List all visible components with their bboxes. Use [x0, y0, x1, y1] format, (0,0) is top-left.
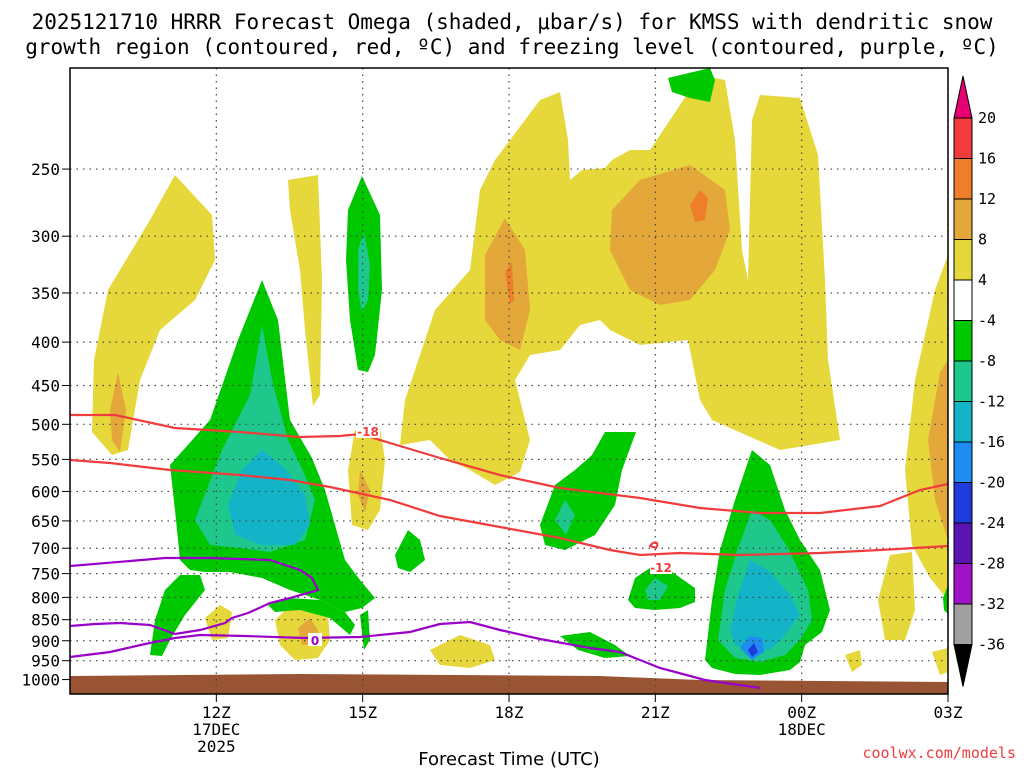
x-tick-label: 15Z — [348, 703, 377, 722]
y-tick-label: 500 — [31, 415, 60, 434]
omega-positive-region — [400, 75, 840, 485]
freezing-label-group: 0 — [308, 633, 322, 648]
omega-negative-region — [150, 575, 205, 656]
colorbar-segment — [953, 360, 973, 402]
colorbar-label: -32 — [978, 595, 1005, 613]
y-tick-label: 600 — [31, 482, 60, 501]
colorbar-segment — [953, 401, 973, 443]
x-axis-label: Forecast Time (UTC) — [418, 749, 599, 768]
colorbar-label: 20 — [978, 109, 996, 127]
x-tick-label: 17DEC — [192, 720, 240, 739]
x-tick-label: 00Z — [787, 703, 816, 722]
omega-negative-region — [358, 232, 370, 312]
omega-positive-region — [430, 635, 495, 668]
dgz-upper-label: -18 — [357, 425, 379, 439]
source-credit: coolwx.com/models — [862, 744, 1016, 762]
omega-negative-region — [645, 578, 668, 600]
freezing-level-label: 0 — [311, 634, 319, 648]
colorbar-label: -8 — [978, 352, 996, 370]
colorbar-segment — [953, 239, 973, 281]
y-tick-label: 850 — [31, 611, 60, 630]
y-tick-label: 250 — [31, 160, 60, 179]
omega-positive-region — [348, 428, 385, 530]
dgz-lower-label-group: -12 — [650, 561, 672, 575]
omega-positive-region — [878, 552, 915, 640]
omega-positive-region — [928, 360, 948, 540]
y-tick-label: 900 — [31, 632, 60, 651]
colorbar-label: -28 — [978, 555, 1005, 573]
chart-title-line-2: growth region (contoured, red, ºC) and f… — [25, 35, 999, 59]
chart-title-line-1: 2025121710 HRRR Forecast Omega (shaded, … — [32, 10, 993, 34]
colorbar-label: 16 — [978, 150, 996, 168]
y-tick-label: 750 — [31, 565, 60, 584]
colorbar-label: 4 — [978, 271, 987, 289]
y-tick-label: 700 — [31, 539, 60, 558]
colorbar-segment — [953, 482, 973, 524]
omega-negative-region — [228, 450, 310, 545]
omega-positive-region — [905, 255, 948, 600]
colorbar-segment — [953, 198, 973, 240]
y-axis-ticks: 250 300 350 400 450 500 550 600 650 700 750 800 850 9… — [21, 160, 70, 690]
omega-negative-region — [555, 500, 575, 535]
x-tick-label: 18Z — [495, 703, 524, 722]
y-tick-label: 350 — [31, 284, 60, 303]
colorbar-label: -16 — [978, 433, 1005, 451]
dgz-lower-label: -12 — [650, 561, 672, 575]
colorbar-label: -20 — [978, 474, 1005, 492]
colorbar-label: 8 — [978, 231, 987, 249]
x-tick-label: 03Z — [934, 703, 963, 722]
y-tick-label: 550 — [31, 450, 60, 469]
x-tick-label: 18DEC — [778, 720, 826, 739]
dgz-upper-label-group: -18 — [356, 425, 380, 439]
omega-shading-layer — [70, 68, 948, 694]
colorbar-segment — [953, 279, 973, 321]
colorbar-top-arrow — [953, 75, 973, 119]
dgz-lower-contour — [70, 458, 948, 557]
omega-negative-region — [730, 560, 800, 650]
colorbar-segment — [953, 441, 973, 483]
omega-negative-region — [748, 643, 758, 657]
colorbar-segment — [953, 603, 973, 645]
colorbar-label: -4 — [978, 312, 996, 330]
freezing-level-upper — [70, 556, 320, 636]
omega-negative-region — [268, 598, 355, 635]
omega-positive-region — [205, 605, 232, 640]
omega-negative-region — [360, 610, 370, 650]
colorbar-bottom-arrow — [953, 644, 973, 687]
colorbar-label: -24 — [978, 514, 1005, 532]
x-tick-label: 2025 — [197, 737, 236, 756]
freezing-level-lower — [70, 620, 761, 690]
y-tick-label: 1000 — [21, 671, 60, 690]
omega-positive-region — [110, 372, 126, 452]
x-tick-label: 21Z — [641, 703, 670, 722]
omega-negative-region — [668, 68, 715, 102]
colorbar-label: -36 — [978, 636, 1005, 654]
terrain-ground — [70, 674, 948, 694]
colorbar-segment — [953, 522, 973, 564]
colorbar-label: -12 — [978, 393, 1005, 411]
omega-positive-region — [288, 175, 322, 406]
colorbar-segment — [953, 158, 973, 200]
dgz-lower-loop — [648, 541, 659, 550]
omega-positive-region — [690, 190, 708, 222]
y-tick-label: 300 — [31, 227, 60, 246]
omega-positive-region — [845, 650, 862, 672]
omega-positive-region — [932, 648, 948, 675]
colorbar-segment — [953, 117, 973, 159]
x-tick-label: 12Z — [202, 703, 231, 722]
omega-negative-region — [943, 585, 948, 614]
omega-colorbar: 20 16 12 8 4 -4 -8 -12 -16 -20 -24 -28 -32 -36 — [953, 75, 1005, 687]
y-tick-label: 950 — [31, 652, 60, 671]
colorbar-segment — [953, 320, 973, 362]
y-tick-label: 800 — [31, 588, 60, 607]
omega-negative-region — [395, 530, 425, 572]
colorbar-segment — [953, 563, 973, 605]
y-tick-label: 650 — [31, 512, 60, 531]
dgz-upper-contour — [70, 413, 948, 515]
y-tick-label: 400 — [31, 333, 60, 352]
y-tick-label: 450 — [31, 377, 60, 396]
colorbar-label: 12 — [978, 190, 996, 208]
